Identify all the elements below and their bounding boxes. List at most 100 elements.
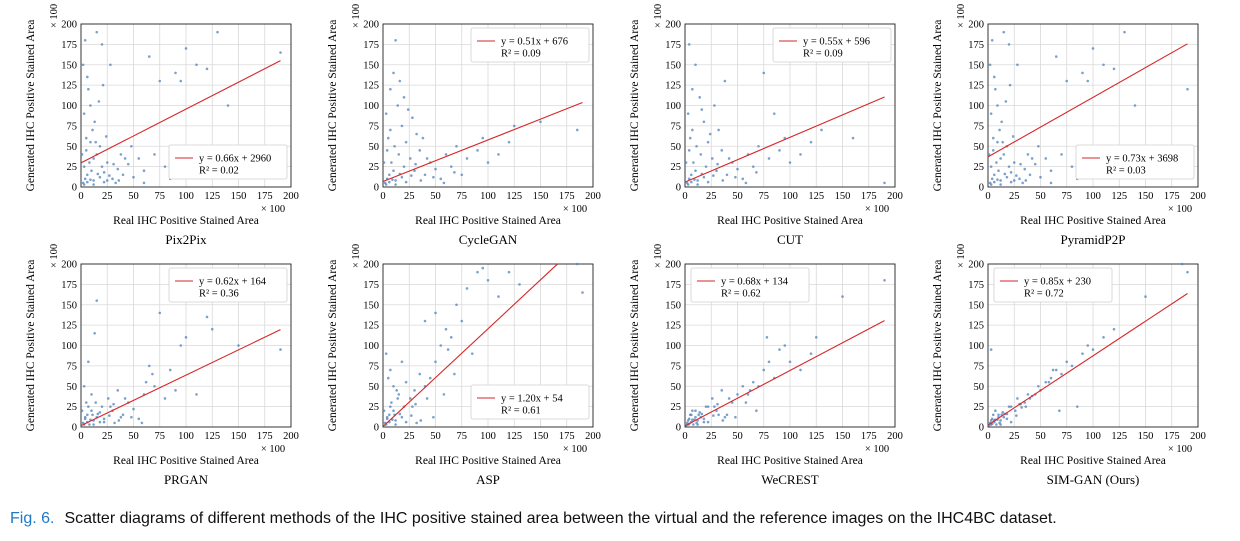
y-tick-label: 75 bbox=[369, 121, 380, 132]
data-point bbox=[388, 180, 391, 184]
data-point bbox=[421, 136, 425, 140]
data-point bbox=[1030, 157, 1034, 160]
data-point bbox=[392, 169, 395, 172]
data-point bbox=[439, 344, 443, 347]
data-point bbox=[998, 128, 1001, 132]
y-axis-label: Generated IHC Positive Stained Area bbox=[327, 260, 339, 432]
data-point bbox=[109, 405, 112, 408]
x-tick-label: 50 bbox=[1035, 191, 1046, 202]
data-point bbox=[575, 128, 579, 132]
data-point bbox=[82, 183, 86, 186]
x-tick-label: 150 bbox=[1138, 191, 1154, 202]
data-point bbox=[575, 262, 579, 266]
data-point bbox=[446, 348, 450, 351]
regression-line bbox=[382, 102, 583, 183]
data-point bbox=[174, 71, 177, 75]
data-point bbox=[1005, 417, 1009, 421]
data-point bbox=[1024, 179, 1028, 182]
x-tick-label: 0 bbox=[380, 431, 385, 442]
y-tick-label: 125 bbox=[968, 321, 984, 332]
data-point bbox=[460, 173, 464, 177]
data-point bbox=[121, 173, 125, 177]
data-point bbox=[432, 415, 435, 419]
x-tick-label: 75 bbox=[1062, 191, 1073, 202]
data-point bbox=[783, 344, 787, 347]
data-point bbox=[700, 412, 704, 416]
data-point bbox=[704, 165, 708, 168]
data-point bbox=[140, 421, 144, 425]
x-tick-label: 200 bbox=[1190, 191, 1206, 202]
x-tick-label: 175 bbox=[257, 431, 273, 442]
y-scale-label: × 100 bbox=[351, 244, 362, 268]
data-point bbox=[788, 161, 792, 164]
legend-r2: R² = 0.36 bbox=[199, 289, 239, 300]
data-point bbox=[444, 327, 448, 331]
data-point bbox=[999, 419, 1002, 422]
data-point bbox=[1058, 409, 1061, 413]
data-point bbox=[144, 380, 148, 384]
y-tick-label: 125 bbox=[665, 321, 681, 332]
data-point bbox=[413, 389, 416, 392]
data-point bbox=[692, 161, 695, 164]
data-point bbox=[455, 303, 458, 307]
data-point bbox=[108, 414, 111, 417]
chart-panel-7: 0 25 50 75 100 125 150 175 200 0 25 50 75 100 125 150 17… bbox=[629, 244, 903, 487]
data-point bbox=[237, 344, 240, 347]
y-tick-label: 175 bbox=[968, 280, 984, 291]
data-point bbox=[179, 79, 183, 83]
chart-title: PRGAN bbox=[164, 472, 209, 487]
y-tick-label: 125 bbox=[665, 81, 681, 92]
x-tick-label: 150 bbox=[835, 431, 851, 442]
data-point bbox=[686, 112, 690, 115]
x-tick-label: 0 bbox=[78, 191, 83, 202]
data-point bbox=[453, 171, 456, 174]
data-point bbox=[1015, 414, 1018, 417]
x-tick-label: 150 bbox=[533, 191, 549, 202]
data-point bbox=[83, 415, 87, 419]
legend-equation: y = 0.51x + 676 bbox=[501, 37, 568, 48]
y-tick-label: 75 bbox=[369, 361, 380, 372]
data-point bbox=[1186, 87, 1189, 91]
y-tick-label: 50 bbox=[369, 382, 380, 393]
data-point bbox=[539, 120, 542, 124]
data-point bbox=[1112, 327, 1116, 331]
data-point bbox=[389, 368, 392, 372]
data-point bbox=[841, 295, 844, 298]
y-axis-label: Generated IHC Positive Stained Area bbox=[25, 260, 37, 432]
data-point bbox=[1002, 30, 1006, 34]
data-point bbox=[1075, 405, 1079, 408]
data-point bbox=[686, 183, 690, 186]
data-point bbox=[1060, 153, 1063, 156]
data-point bbox=[1102, 63, 1105, 67]
legend-equation: y = 0.73x + 3698 bbox=[1106, 154, 1178, 165]
data-point bbox=[1049, 169, 1053, 172]
data-point bbox=[90, 393, 93, 396]
data-point bbox=[486, 161, 490, 164]
data-point bbox=[94, 401, 97, 404]
x-tick-label: 150 bbox=[231, 191, 247, 202]
y-tick-label: 200 bbox=[665, 20, 681, 31]
data-point bbox=[695, 144, 698, 148]
data-point bbox=[717, 413, 720, 417]
x-tick-label: 200 bbox=[887, 431, 903, 442]
y-tick-label: 100 bbox=[665, 341, 681, 352]
x-tick-label: 0 bbox=[380, 191, 385, 202]
data-point bbox=[147, 55, 151, 58]
data-point bbox=[1001, 140, 1004, 144]
data-point bbox=[84, 149, 88, 152]
data-point bbox=[700, 108, 704, 111]
data-point bbox=[993, 173, 996, 177]
data-point bbox=[694, 409, 697, 413]
data-point bbox=[84, 401, 88, 404]
data-point bbox=[442, 393, 446, 396]
data-point bbox=[87, 405, 90, 408]
data-point bbox=[720, 389, 724, 392]
data-point bbox=[809, 140, 813, 144]
y-scale-label: × 100 bbox=[49, 244, 60, 268]
data-point bbox=[95, 299, 99, 302]
y-tick-label: 175 bbox=[61, 280, 77, 291]
data-point bbox=[507, 270, 511, 274]
data-point bbox=[132, 407, 135, 411]
data-point bbox=[210, 327, 214, 331]
